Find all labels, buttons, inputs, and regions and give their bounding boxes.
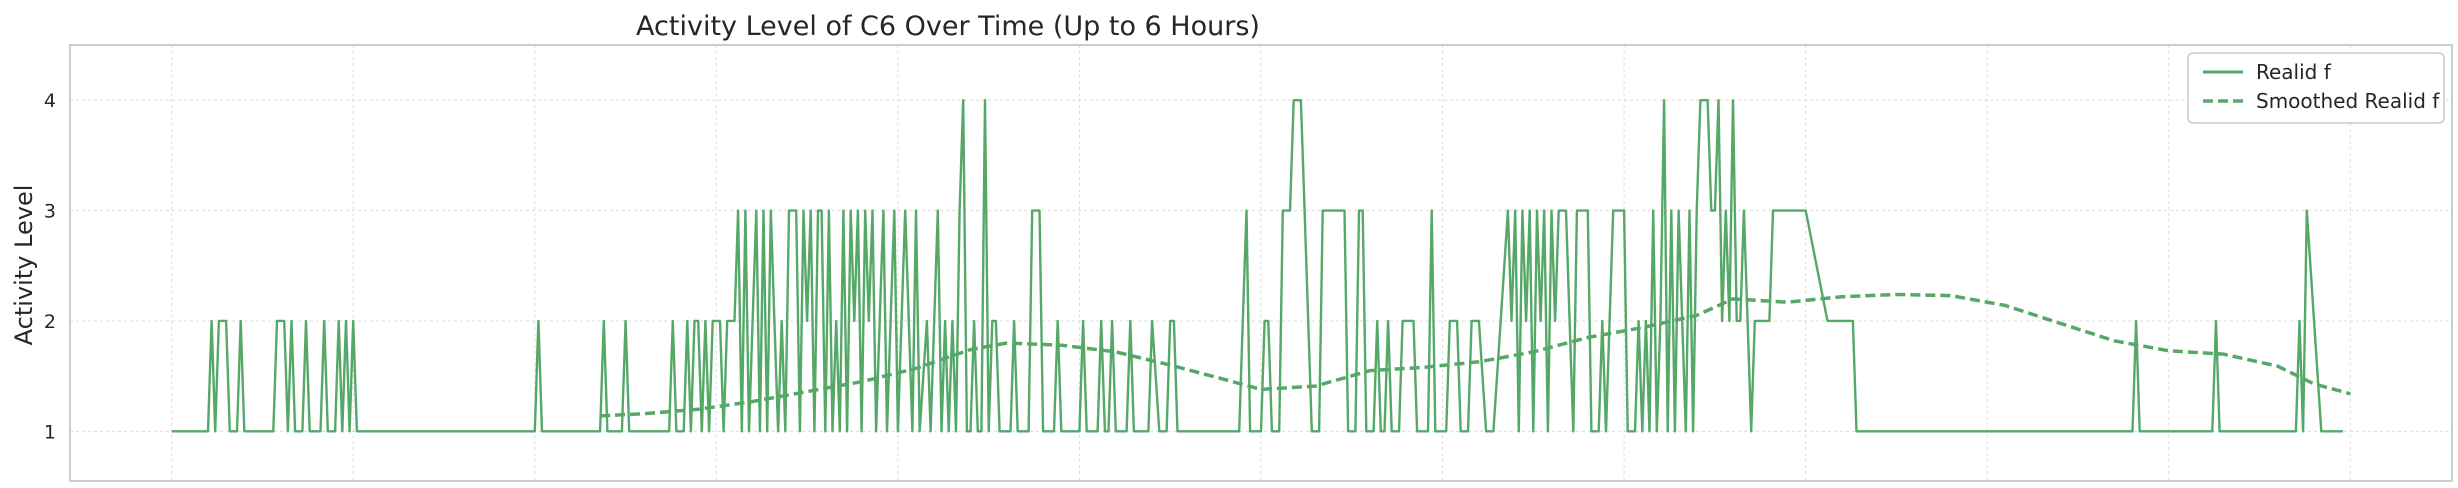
legend-box bbox=[2187, 52, 2445, 124]
y-axis-label: Activity Level bbox=[10, 185, 38, 346]
legend-label-smoothed-realid-f: Smoothed Realid f bbox=[2256, 89, 2440, 113]
y-tick-label: 4 bbox=[44, 90, 56, 112]
grid-layer bbox=[70, 45, 2452, 481]
legend: Realid f Smoothed Realid f bbox=[2187, 52, 2445, 124]
legend-label-realid-f: Realid f bbox=[2256, 60, 2332, 84]
y-tick-label: 3 bbox=[44, 201, 56, 223]
chart-title: Activity Level of C6 Over Time (Up to 6 … bbox=[636, 11, 1260, 42]
smoothed-series-line bbox=[600, 292, 2351, 418]
y-tick-label: 1 bbox=[44, 421, 56, 443]
raw-series-line bbox=[171, 99, 2344, 433]
plot-frame bbox=[69, 44, 2453, 482]
series-layer bbox=[171, 99, 2351, 433]
y-tick-label: 2 bbox=[44, 311, 56, 333]
y-tick-labels: 1 2 3 4 bbox=[44, 90, 56, 443]
